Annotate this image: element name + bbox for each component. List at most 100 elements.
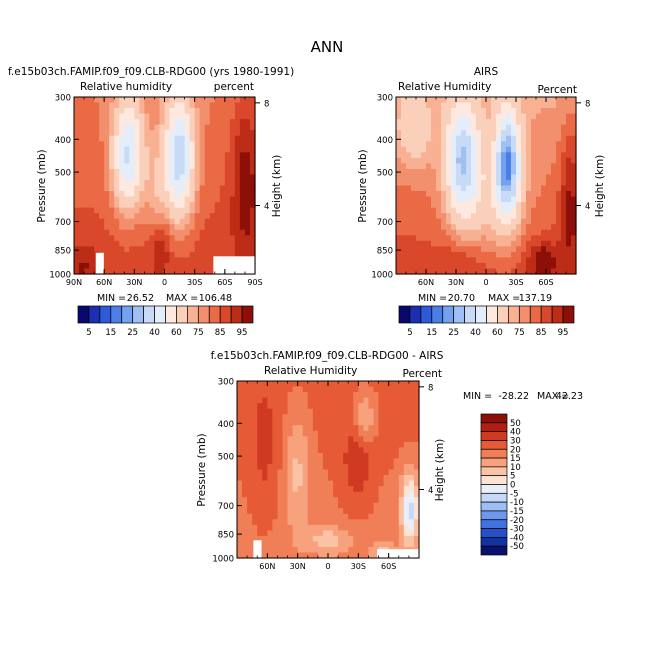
field-cell xyxy=(408,502,415,509)
field-cell xyxy=(234,191,241,198)
y-axis-label: Pressure (mb) xyxy=(36,149,48,222)
field-cell xyxy=(174,141,181,148)
field-cell xyxy=(322,447,329,454)
field-cell xyxy=(353,381,359,388)
y-tick-label: 700 xyxy=(377,218,393,228)
field-cell xyxy=(237,491,243,498)
field-cell xyxy=(249,135,256,142)
field-cell xyxy=(403,430,410,437)
field-cell xyxy=(408,441,415,448)
field-cell xyxy=(333,502,339,509)
field-cell xyxy=(436,218,442,225)
field-cell xyxy=(184,108,191,115)
field-cell xyxy=(297,425,304,432)
field-cell xyxy=(229,235,236,242)
field-cell xyxy=(546,257,552,264)
field-cell xyxy=(322,475,329,482)
field-cell xyxy=(338,425,344,432)
field-cell xyxy=(219,196,226,203)
field-cell xyxy=(169,157,176,164)
field-cell xyxy=(209,246,216,253)
field-cell xyxy=(84,257,90,264)
field-cell xyxy=(353,458,359,465)
field-cell xyxy=(571,124,577,131)
field-cell xyxy=(333,530,339,537)
field-cell xyxy=(89,213,95,220)
field-cell xyxy=(496,152,502,159)
field-cell xyxy=(546,168,552,176)
field-cell xyxy=(124,196,130,203)
field-cell xyxy=(556,224,562,231)
field-cell xyxy=(239,240,246,247)
field-cell xyxy=(413,447,420,454)
field-cell xyxy=(358,519,364,526)
field-cell xyxy=(244,141,251,148)
field-cell xyxy=(149,113,156,120)
field-cell xyxy=(252,425,258,432)
y-tick-label: 300 xyxy=(377,94,393,104)
panel-title: AIRS xyxy=(474,66,499,78)
field-cell xyxy=(292,447,299,454)
field-cell xyxy=(267,530,273,537)
field-cell xyxy=(393,475,400,482)
field-cell xyxy=(204,113,211,120)
field-cell xyxy=(297,524,304,531)
field-cell xyxy=(219,130,226,137)
field-cell xyxy=(421,102,427,109)
field-cell xyxy=(411,196,417,203)
field-cell xyxy=(466,240,472,247)
field-cell xyxy=(89,246,95,253)
difference-panel: f.e15b03ch.FAMIP.f09_f09.CLB-RDG00 - AIR… xyxy=(196,350,583,571)
field-cell xyxy=(441,218,447,225)
field-cell xyxy=(322,408,329,415)
field-cell xyxy=(174,218,181,225)
field-cell xyxy=(184,235,191,242)
field-cell xyxy=(551,97,557,104)
field-cell xyxy=(99,246,105,253)
field-cell xyxy=(541,157,547,164)
field-cell xyxy=(149,240,156,247)
field-cell xyxy=(129,157,135,164)
field-cell xyxy=(149,97,156,104)
field-cell xyxy=(411,268,417,275)
field-cell xyxy=(373,519,380,526)
field-cell xyxy=(353,469,359,476)
field-cell xyxy=(184,240,191,247)
field-cell xyxy=(501,240,507,247)
field-cell xyxy=(328,408,334,415)
field-cell xyxy=(307,502,314,509)
field-cell xyxy=(358,386,364,393)
field-cell xyxy=(247,463,253,471)
field-cell xyxy=(551,179,557,187)
field-cell xyxy=(164,218,171,225)
field-cell xyxy=(189,108,196,115)
field-cell xyxy=(272,552,279,559)
field-cell xyxy=(292,530,299,537)
field-cell xyxy=(237,524,243,531)
field-cell xyxy=(383,397,390,404)
y-axis-label-right: Height (km) xyxy=(594,155,606,218)
field-cell xyxy=(446,196,452,203)
field-cell xyxy=(287,502,294,509)
field-cell xyxy=(328,491,334,498)
field-cell xyxy=(383,497,390,504)
field-cell xyxy=(174,124,181,131)
field-cell xyxy=(486,229,492,236)
field-cell xyxy=(338,436,344,443)
field-cell xyxy=(124,130,130,137)
field-cell xyxy=(307,463,314,471)
field-cell xyxy=(541,240,547,247)
field-cell xyxy=(74,185,80,192)
field-cell xyxy=(496,179,502,187)
field-cell xyxy=(461,102,467,109)
field-cell xyxy=(501,202,507,209)
field-cell xyxy=(378,414,385,421)
field-cell xyxy=(119,224,125,231)
colorbar-label: -5 xyxy=(510,489,518,499)
field-cell xyxy=(244,229,251,236)
field-cell xyxy=(89,113,95,120)
field-cell xyxy=(234,113,241,120)
field-cell xyxy=(566,146,572,153)
field-cell xyxy=(237,408,243,415)
field-cell xyxy=(446,251,452,259)
